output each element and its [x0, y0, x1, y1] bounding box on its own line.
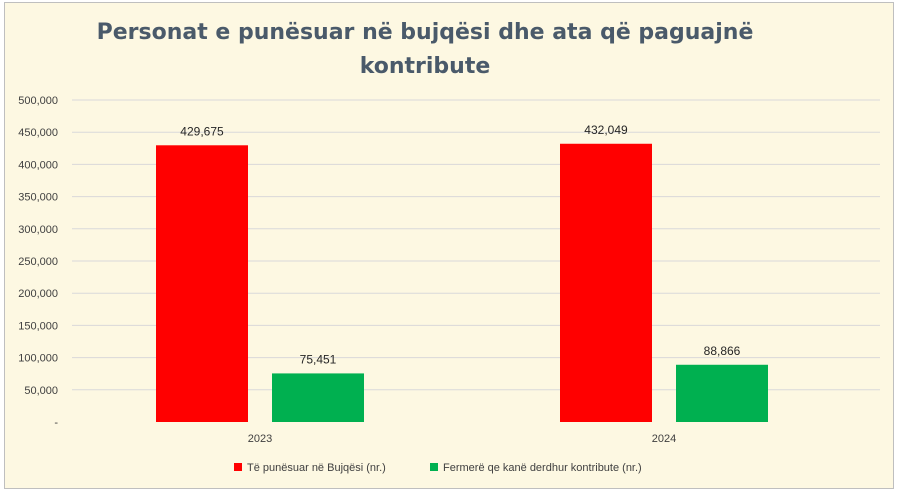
- y-tick-label: 450,000: [18, 127, 58, 139]
- y-tick-label: 100,000: [18, 353, 58, 365]
- y-axis-tick-labels: - 50,000 100,000 150,000 200,000 250,000 300,0…: [18, 95, 58, 429]
- y-tick-label: -: [54, 417, 58, 429]
- y-tick-label: 250,000: [18, 256, 58, 268]
- bar: [560, 143, 652, 422]
- y-tick-label: 350,000: [18, 192, 58, 204]
- y-tick-label: 200,000: [18, 288, 58, 300]
- y-tick-label: 500,000: [18, 95, 58, 107]
- x-axis-tick-labels: 2023 2024: [248, 433, 676, 445]
- data-label: 432,049: [584, 123, 628, 137]
- y-tick-label: 400,000: [18, 159, 58, 171]
- legend-label: Të punësuar në Bujqësi (nr.): [247, 462, 386, 474]
- bar: [156, 145, 248, 422]
- legend-label: Fermerë qe kanë derdhur kontribute (nr.): [443, 462, 642, 474]
- data-label: 88,866: [704, 344, 741, 358]
- bar: [676, 364, 768, 422]
- chart-title-line1: Personat e punësuar në bujqësi dhe ata q…: [96, 20, 754, 45]
- y-tick-label: 50,000: [24, 385, 58, 397]
- y-tick-label: 150,000: [18, 320, 58, 332]
- x-tick-label: 2024: [652, 433, 676, 445]
- legend: Të punësuar në Bujqësi (nr.) Fermerë qe k…: [234, 462, 642, 474]
- legend-swatch: [234, 463, 242, 471]
- data-label: 429,675: [180, 124, 224, 138]
- data-label: 75,451: [300, 352, 337, 366]
- legend-swatch: [430, 463, 438, 471]
- bars: [156, 143, 768, 422]
- chart-title-line2: kontribute: [359, 54, 491, 79]
- bar: [272, 373, 364, 422]
- y-tick-label: 300,000: [18, 224, 58, 236]
- chart-title: Personat e punësuar në bujqësi dhe ata q…: [0, 16, 850, 84]
- x-tick-label: 2023: [248, 433, 272, 445]
- data-labels: 429,675 75,451 432,049 88,866: [180, 123, 740, 367]
